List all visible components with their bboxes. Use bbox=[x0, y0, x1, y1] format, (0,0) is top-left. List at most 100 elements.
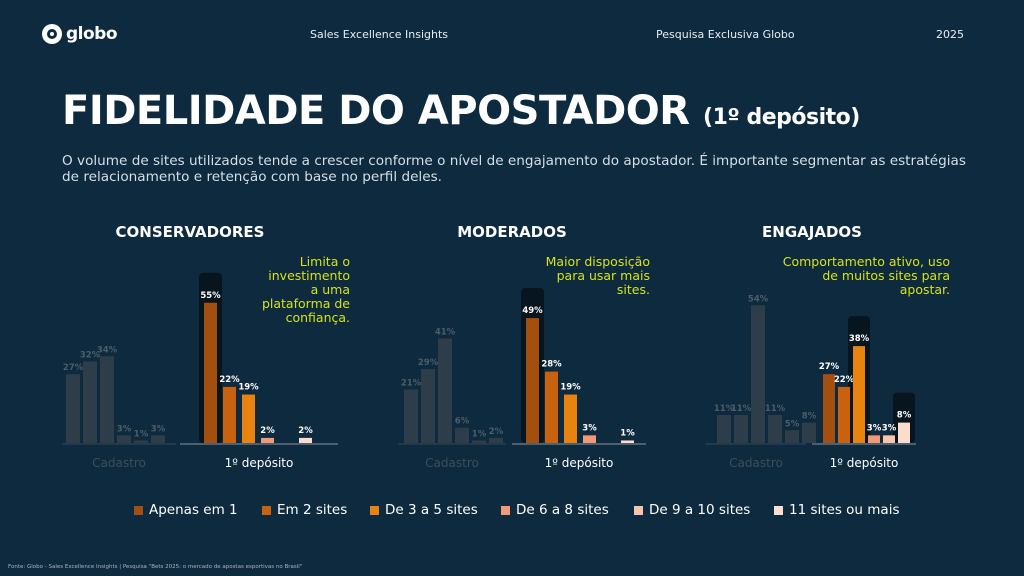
cadastro-bar bbox=[489, 437, 503, 443]
brand-name: globo bbox=[66, 24, 118, 44]
cadastro-bar bbox=[151, 435, 165, 443]
legend-label: De 9 a 10 sites bbox=[649, 502, 751, 518]
deposito-value-label: 3% bbox=[882, 423, 897, 433]
chart-annotation: confiança. bbox=[286, 310, 350, 325]
chart-annotation: para usar mais bbox=[557, 268, 650, 283]
chart-annotation: investimento bbox=[268, 268, 350, 283]
deposito-bar bbox=[261, 437, 274, 443]
chart-annotation: Limita o bbox=[300, 254, 350, 269]
deposito-bar bbox=[299, 437, 312, 443]
header-subtitle: Sales Excellence Insights bbox=[310, 28, 449, 41]
deposito-bar bbox=[526, 318, 539, 443]
deposito-bar bbox=[898, 422, 910, 443]
header-survey: Pesquisa Exclusiva Globo bbox=[656, 28, 795, 41]
deposito-value-label: 19% bbox=[238, 383, 259, 393]
deposito-value-label: 2% bbox=[260, 426, 275, 436]
cadastro-value-label: 29% bbox=[418, 358, 439, 368]
cadastro-value-label: 21% bbox=[401, 378, 422, 388]
cadastro-label: Cadastro bbox=[92, 456, 146, 470]
deposito-value-label: 2% bbox=[298, 426, 313, 436]
deposito-label: 1º depósito bbox=[225, 456, 294, 470]
chart-annotation: de muitos sites para bbox=[822, 268, 950, 283]
chart-title: MODERADOS bbox=[457, 223, 567, 241]
legend-swatch bbox=[134, 505, 143, 515]
legend-label: De 3 a 5 sites bbox=[385, 502, 478, 518]
cadastro-value-label: 32% bbox=[80, 350, 101, 360]
deposito-value-label: 27% bbox=[819, 362, 840, 372]
cadastro-value-label: 8% bbox=[802, 412, 817, 422]
cadastro-value-label: 5% bbox=[785, 419, 800, 429]
legend-swatch bbox=[501, 505, 510, 515]
cadastro-value-label: 34% bbox=[97, 345, 118, 355]
legend-item: De 3 a 5 sites bbox=[370, 502, 478, 518]
cadastro-value-label: 3% bbox=[117, 424, 132, 434]
deposito-label: 1º depósito bbox=[545, 456, 614, 470]
deposito-value-label: 3% bbox=[867, 423, 882, 433]
legend-label: Apenas em 1 bbox=[149, 502, 238, 518]
cadastro-label: Cadastro bbox=[729, 456, 783, 470]
cadastro-bar bbox=[785, 430, 799, 443]
deposito-bar bbox=[853, 346, 865, 443]
cadastro-bar bbox=[438, 338, 452, 443]
deposito-value-label: 1% bbox=[620, 428, 635, 438]
legend-swatch bbox=[262, 505, 271, 515]
cadastro-value-label: 54% bbox=[748, 294, 769, 304]
page-title-suffix: (1º depósito) bbox=[703, 105, 860, 130]
globo-logo: globo bbox=[42, 24, 118, 44]
cadastro-bar bbox=[100, 356, 114, 443]
cadastro-value-label: 41% bbox=[435, 327, 456, 337]
chart-title: ENGAJADOS bbox=[762, 223, 862, 241]
deposito-value-label: 55% bbox=[200, 291, 221, 301]
cadastro-bar bbox=[802, 422, 816, 443]
legend-item: De 6 a 8 sites bbox=[501, 502, 609, 518]
cadastro-value-label: 11% bbox=[731, 404, 752, 414]
legend-label: De 6 a 8 sites bbox=[516, 502, 609, 518]
chart-annotation: sites. bbox=[617, 282, 650, 297]
deposito-value-label: 49% bbox=[522, 306, 543, 316]
legend-item: Em 2 sites bbox=[262, 502, 347, 518]
deposito-bar bbox=[838, 386, 850, 443]
deposito-bar bbox=[883, 435, 895, 443]
cadastro-value-label: 3% bbox=[151, 424, 166, 434]
cadastro-bar bbox=[83, 361, 97, 443]
cadastro-bar bbox=[455, 427, 469, 443]
deposito-value-label: 22% bbox=[219, 375, 240, 385]
legend-swatch bbox=[774, 505, 783, 515]
cadastro-bar bbox=[66, 374, 80, 443]
legend-label: 11 sites ou mais bbox=[789, 502, 900, 518]
legend-label: Em 2 sites bbox=[277, 502, 348, 518]
deposito-value-label: 22% bbox=[834, 375, 855, 385]
deposito-value-label: 3% bbox=[582, 423, 597, 433]
cadastro-value-label: 11% bbox=[765, 404, 786, 414]
deposito-value-label: 8% bbox=[897, 411, 912, 421]
cadastro-bar bbox=[421, 369, 435, 443]
page-title-main: FIDELIDADE DO APOSTADOR bbox=[62, 88, 690, 134]
legend-item: De 9 a 10 sites bbox=[634, 502, 750, 518]
cadastro-value-label: 2% bbox=[489, 427, 504, 437]
deposito-value-label: 19% bbox=[560, 383, 581, 393]
deposito-value-label: 28% bbox=[541, 360, 562, 370]
cadastro-bar bbox=[472, 440, 486, 443]
legend: Apenas em 1 Em 2 sites De 3 a 5 sites De 6 … bbox=[0, 502, 1024, 522]
chart-title: CONSERVADORES bbox=[116, 223, 265, 241]
cadastro-bar bbox=[117, 435, 131, 443]
deposito-bar bbox=[583, 435, 596, 443]
deposito-bar bbox=[621, 440, 634, 443]
cadastro-bar bbox=[751, 305, 765, 443]
deposito-bar bbox=[545, 371, 558, 443]
cadastro-bar bbox=[404, 389, 418, 443]
legend-swatch bbox=[634, 505, 643, 515]
deposito-bar bbox=[223, 386, 236, 443]
deposito-bar bbox=[564, 394, 577, 443]
deposito-bar bbox=[823, 374, 835, 443]
header: globo Sales Excellence Insights Pesquisa… bbox=[0, 0, 1024, 68]
legend-item: Apenas em 1 bbox=[134, 502, 238, 518]
cadastro-label: Cadastro bbox=[425, 456, 479, 470]
cadastro-value-label: 1% bbox=[134, 429, 149, 439]
chart-annotation: Comportamento ativo, uso bbox=[783, 254, 950, 269]
deposito-bar bbox=[242, 394, 255, 443]
cadastro-bar bbox=[134, 440, 148, 443]
legend-swatch bbox=[370, 505, 379, 515]
cadastro-bar bbox=[734, 414, 748, 443]
